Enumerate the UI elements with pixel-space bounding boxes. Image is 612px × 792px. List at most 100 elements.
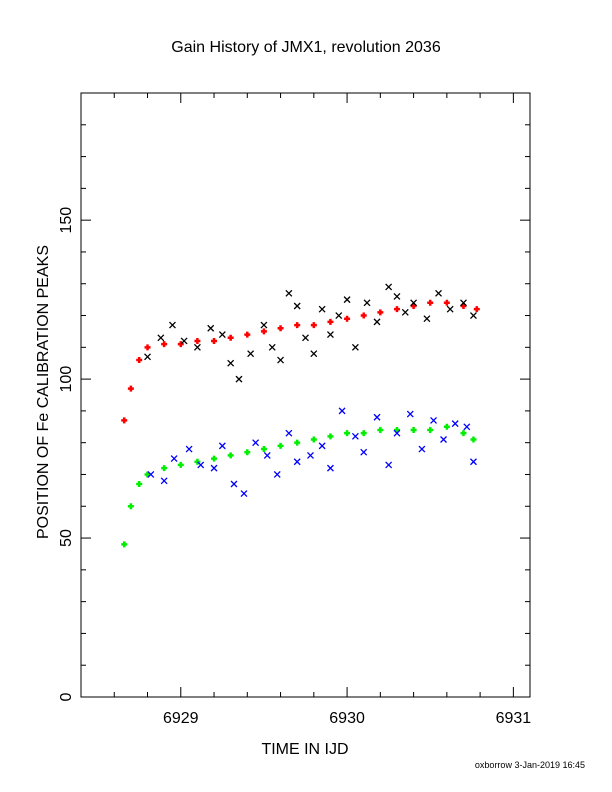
data-point [293,302,301,310]
x-axis-label: TIME IN IJD [261,741,348,758]
data-point [377,309,384,316]
data-point [310,322,317,329]
data-point [363,299,371,307]
data-point [144,353,151,361]
data-point [460,302,467,309]
data-point [147,471,155,478]
data-point [194,337,201,344]
data-point [121,541,128,548]
data-point [285,289,293,297]
data-point [218,442,226,450]
data-point [157,334,165,342]
data-point [293,458,301,466]
chart-title: Gain History of JMX1, revolution 2036 [171,39,441,56]
data-point [443,423,450,430]
data-point [360,430,367,437]
y-tick-label: 150 [58,207,75,234]
data-point [144,471,151,478]
data-point [327,318,334,325]
data-point [326,331,334,339]
y-axis-label: POSITION OF Fe CALIBRATION PEAKS [35,245,52,539]
data-point [247,350,255,358]
data-point [338,407,346,415]
data-point [401,308,409,316]
data-point [427,299,434,306]
data-point [211,455,218,462]
data-point [211,337,218,344]
data-point [180,337,188,345]
data-point [285,429,293,437]
data-point [373,413,381,421]
y-tick-label: 50 [58,529,75,547]
data-point [393,292,401,300]
data-point [136,481,143,488]
data-point [406,410,414,418]
data-point [161,341,168,348]
data-point [326,464,334,472]
data-point [327,433,334,440]
data-point [144,344,151,351]
data-point [423,315,431,323]
data-point [344,315,351,322]
data-point [161,465,168,472]
data-point [244,449,251,456]
data-point [235,375,243,383]
data-point [427,426,434,433]
data-point [318,442,326,450]
x-tick-label: 6931 [496,710,532,727]
data-point [197,461,205,469]
series-2 [121,423,477,548]
data-point [210,464,218,472]
data-point [460,430,467,437]
data-point [469,312,477,319]
data-point [127,503,134,510]
data-point [443,299,450,306]
data-point [260,446,267,453]
data-point [294,322,301,329]
series-3 [147,407,477,498]
x-tick-label: 6930 [329,710,365,727]
data-point [294,439,301,446]
data-point [230,480,238,488]
data-point [335,312,343,319]
data-point [473,306,480,313]
data-point [227,359,235,367]
data-point [121,417,128,424]
data-point [310,436,317,443]
plot-frame [80,92,531,698]
data-point [469,458,477,466]
data-point [385,461,393,469]
data-point [194,458,201,465]
tick-labels: 0 50 100 150 6929 6930 6931 [58,207,531,727]
data-point [136,357,143,364]
data-point [343,296,351,304]
data-point [177,341,184,348]
data-point [410,299,418,307]
data-point [302,334,309,342]
data-point [410,302,417,309]
data-point [385,283,393,291]
data-point [277,325,284,332]
data-point [470,436,477,443]
data-point [207,324,215,332]
data-point [393,426,400,433]
data-series [121,283,480,548]
data-point [430,416,438,424]
data-point [252,439,260,447]
data-point [193,343,201,351]
footer-stamp: oxborrow 3-Jan-2019 16:45 [475,760,585,770]
data-point [244,331,251,338]
data-point [263,451,271,459]
data-point [393,306,400,313]
data-point [393,429,401,437]
data-point [273,471,281,478]
data-point [410,426,417,433]
data-point [351,432,359,440]
data-point [277,442,284,449]
data-point [435,289,442,297]
data-point [170,455,178,463]
data-point [318,305,326,313]
data-point [260,328,267,335]
data-point [240,490,248,498]
data-point [310,350,318,358]
